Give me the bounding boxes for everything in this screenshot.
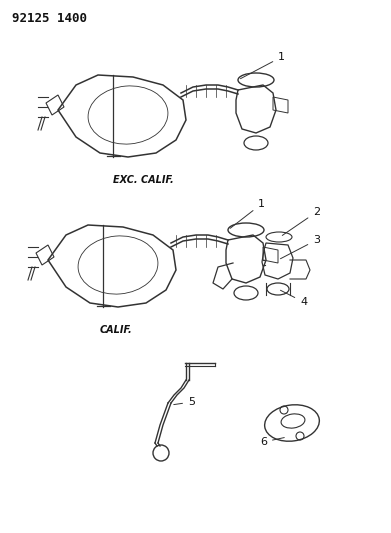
Text: 92125 1400: 92125 1400: [12, 12, 87, 25]
Text: 1: 1: [240, 52, 285, 79]
Text: EXC. CALIF.: EXC. CALIF.: [113, 175, 173, 185]
Text: 2: 2: [282, 207, 320, 236]
Text: 4: 4: [280, 290, 307, 307]
Text: CALIF.: CALIF.: [100, 325, 133, 335]
Text: 1: 1: [230, 199, 265, 228]
Text: 3: 3: [280, 235, 320, 259]
Text: 5: 5: [174, 397, 195, 407]
Text: 6: 6: [260, 437, 284, 447]
